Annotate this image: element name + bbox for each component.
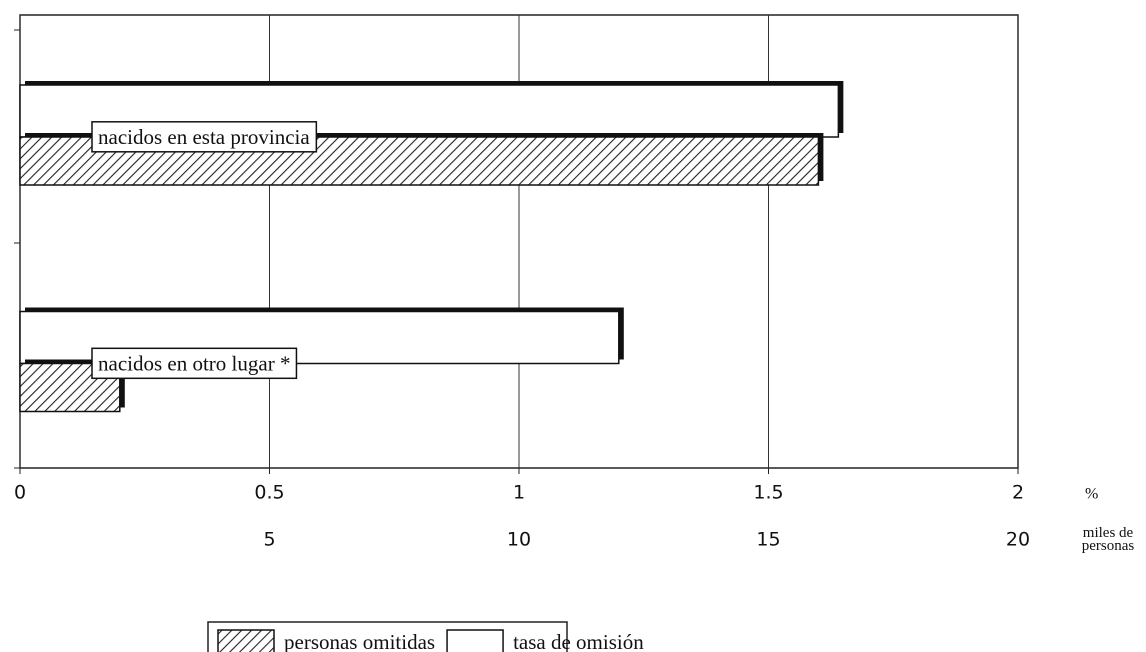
x-tick-label: 1 — [513, 482, 525, 504]
category-label-box — [91, 121, 318, 153]
category-label: nacidos en esta provincia — [98, 125, 310, 149]
legend-swatch — [446, 629, 504, 652]
x2-tick-label: 10 — [507, 529, 531, 551]
x2-axis-label: miles de personas — [1081, 525, 1135, 554]
legend-label: tasa de omisión — [513, 630, 644, 652]
x-tick-label: 0 — [14, 482, 26, 504]
legend-swatch — [217, 629, 275, 652]
legend-label: personas omitidas — [284, 630, 435, 652]
legend: personas omitidas tasa de omisión — [207, 621, 644, 652]
x-tick-label: 1.5 — [753, 482, 783, 504]
x2-tick-label: 15 — [756, 529, 780, 551]
category-label-box — [91, 347, 298, 380]
x2-tick-label: 5 — [263, 529, 275, 551]
x2-tick-label: 20 — [1006, 529, 1030, 551]
x-tick-label: 0.5 — [254, 482, 284, 504]
x-axis-label: % — [1085, 486, 1098, 503]
x-tick-label: 2 — [1012, 482, 1024, 504]
category-label: nacidos en otro lugar * — [98, 351, 290, 375]
